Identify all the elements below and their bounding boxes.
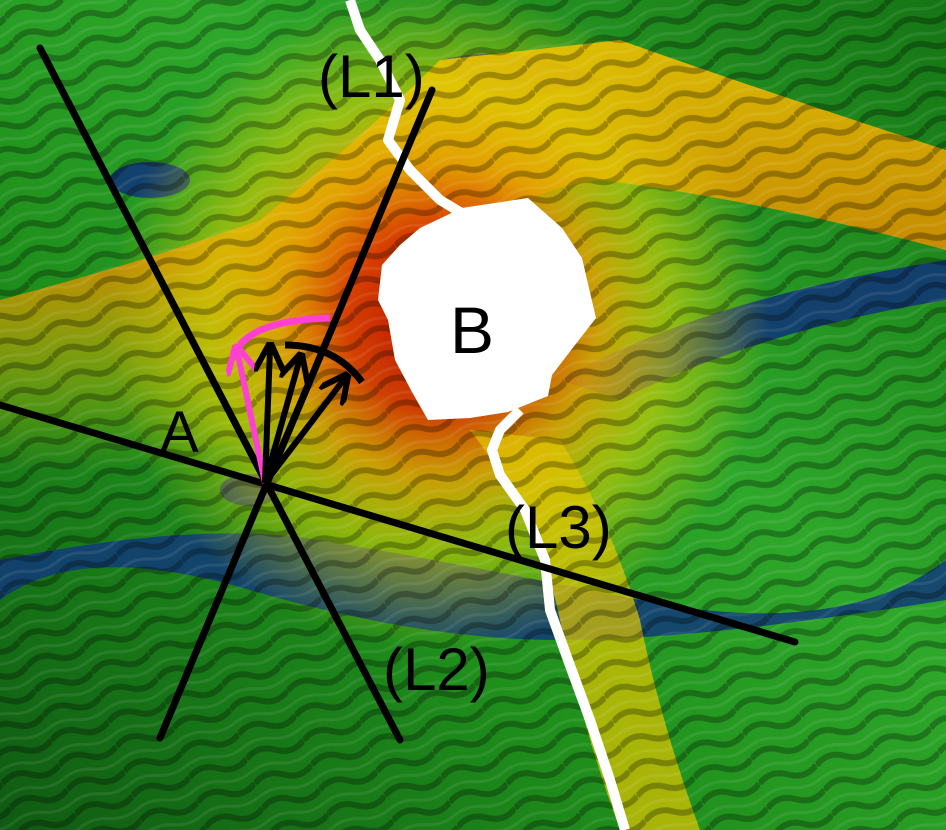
black-arrow-2 bbox=[262, 358, 300, 484]
reference-lines bbox=[0, 44, 799, 744]
label-point-a: A bbox=[160, 400, 199, 465]
path-lower bbox=[487, 406, 630, 830]
black-arrow-3 bbox=[262, 378, 345, 485]
black-arrow-1 bbox=[265, 348, 270, 484]
pink-arc bbox=[237, 314, 331, 348]
line-l2 bbox=[36, 44, 404, 744]
pink-arrow bbox=[237, 350, 268, 484]
black-arc bbox=[284, 341, 365, 385]
label-obstacle-b: B bbox=[450, 293, 494, 367]
path-upper bbox=[345, 0, 468, 220]
label-line-l1: (L1) bbox=[318, 43, 425, 110]
line-l1 bbox=[156, 86, 436, 742]
label-line-l3: (L3) bbox=[505, 494, 612, 561]
direction-arrows bbox=[237, 314, 365, 485]
line-l3 bbox=[0, 401, 799, 646]
label-line-l2: (L2) bbox=[383, 636, 490, 703]
obstacle-b bbox=[378, 198, 596, 420]
